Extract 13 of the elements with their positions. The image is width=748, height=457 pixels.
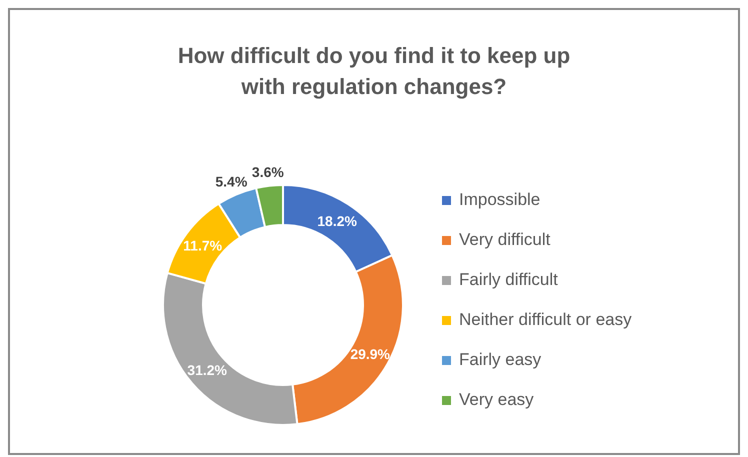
legend-label: Very easy (459, 390, 534, 410)
legend-label: Fairly easy (459, 350, 542, 370)
data-label: 11.7% (183, 237, 223, 254)
legend-label: Very difficult (459, 230, 550, 250)
data-label: 5.4% (215, 173, 248, 190)
chart-title: How difficult do you find it to keep up with regulation changes? (176, 42, 572, 101)
legend-label: Neither difficult or easy (459, 310, 632, 330)
data-label: 29.9% (350, 346, 391, 362)
data-label: 31.2% (187, 362, 228, 378)
legend-label: Fairly difficult (459, 270, 558, 290)
legend-label: Impossible (459, 190, 540, 210)
data-label: 18.2% (317, 212, 358, 229)
data-label: 3.6% (252, 164, 284, 180)
